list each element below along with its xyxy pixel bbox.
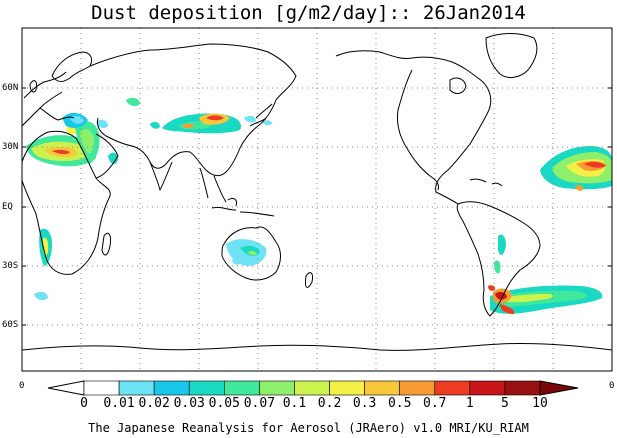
colorbar-cell	[364, 380, 400, 396]
colorbar-cell	[434, 380, 471, 396]
lat-ticks	[22, 87, 612, 326]
colorbar-cell	[294, 380, 330, 396]
plume-caspian	[62, 112, 118, 165]
colorbar-level-label: 0.02	[138, 396, 170, 411]
colorbar-cell	[504, 380, 541, 396]
colorbar-edge-left-label: 0	[19, 381, 25, 391]
colorbar-level-label: 1	[465, 396, 474, 411]
colorbar-level-label: 10	[532, 396, 548, 411]
colorbar-level-label: 0.2	[317, 396, 342, 411]
new-zealand-coastline	[305, 272, 313, 288]
colorbar-level-label: 0.3	[352, 396, 377, 411]
colorbar-cell	[469, 380, 506, 396]
colorbar-cell	[188, 380, 225, 396]
greenland-coastline	[485, 33, 538, 78]
colorbar-level-label: 0.03	[173, 396, 205, 411]
map-frame	[21, 27, 613, 372]
colorbar-cell	[224, 380, 260, 396]
antarctica-coastline	[22, 342, 612, 351]
colorbar-cells	[83, 380, 541, 396]
hudson-bay-coastline	[449, 77, 467, 94]
plume-atlantic	[540, 146, 612, 191]
uk-coastline	[29, 80, 37, 93]
plume-central-asia	[126, 97, 160, 129]
colorbar-level-label: 5	[501, 396, 509, 411]
lat-label-60n: 60N	[2, 83, 19, 93]
graticule	[22, 28, 612, 371]
colorbar-level-label: 0.1	[282, 396, 307, 411]
colorbar-level-label: 0	[80, 396, 88, 411]
colorbar-edge-right-label: 0	[609, 381, 615, 391]
colorbar-max-arrow	[539, 380, 579, 396]
colorbar-cell	[399, 380, 436, 396]
dust-plume-shading	[26, 97, 612, 314]
colorbar-level-label: 0.01	[103, 396, 135, 411]
madagascar-coastline	[101, 232, 111, 256]
lat-label-eq: EQ	[2, 202, 13, 212]
plume-arabia	[66, 121, 100, 164]
colorbar-cell	[259, 380, 295, 396]
coastlines	[22, 33, 612, 351]
colorbar-cell	[153, 380, 190, 396]
arabia-coastline	[95, 133, 119, 179]
north-america-coastline	[335, 50, 492, 205]
colorbar	[47, 380, 579, 396]
india-coastline	[149, 161, 173, 191]
plume-australia	[226, 239, 267, 266]
colorbar-cell	[329, 380, 365, 396]
europe-coastline	[22, 71, 75, 127]
colorbar-level-label: 0.5	[387, 396, 412, 411]
japan-coastline	[249, 103, 273, 127]
africa-coastline	[22, 130, 111, 275]
south-america-coastline	[456, 201, 541, 317]
plume-east-asia	[162, 113, 272, 134]
caribbean-coastline	[469, 178, 503, 187]
australia-coastline	[221, 226, 281, 281]
credit-line: The Japanese Reanalysis for Aerosol (JRA…	[88, 421, 529, 435]
southeast-asia-coastline	[199, 167, 227, 203]
indonesia-coastline	[211, 197, 275, 217]
colorbar-level-label: 0.07	[243, 396, 276, 411]
plume-patagonia	[488, 234, 603, 314]
asia-coastline	[89, 43, 297, 177]
lat-label-60s: 60S	[2, 320, 19, 330]
colorbar-cell	[118, 380, 155, 396]
lat-label-30n: 30N	[2, 142, 19, 152]
colorbar-level-label: 0.05	[208, 396, 240, 411]
map-title: Dust deposition [g/m2/day]:: 26Jan2014	[91, 2, 526, 24]
colorbar-min-arrow	[47, 380, 85, 396]
colorbar-level-label: 0.7	[423, 396, 447, 411]
colorbar-cell	[83, 380, 120, 396]
lat-label-30s: 30S	[2, 261, 19, 271]
